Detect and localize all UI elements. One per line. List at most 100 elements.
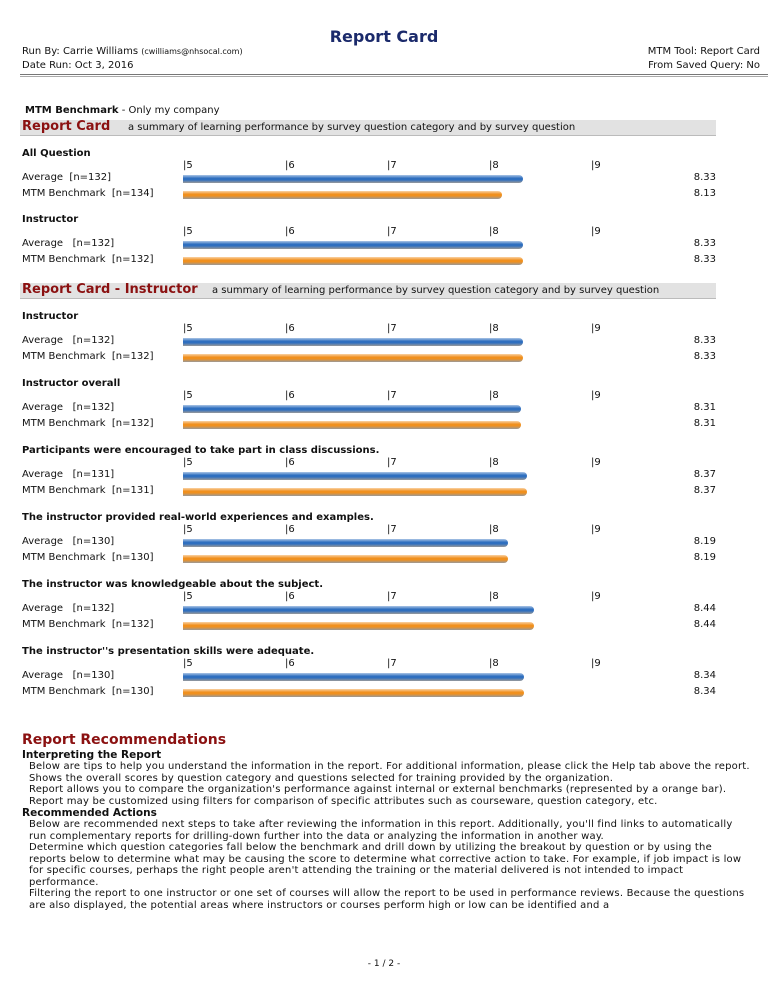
- bar: [183, 405, 521, 413]
- tick-label: |5: [183, 524, 193, 535]
- tick-label: |8: [489, 524, 499, 535]
- tick-label: |5: [183, 591, 193, 602]
- tick-label: |9: [591, 323, 601, 334]
- group-title: All Question: [22, 148, 91, 159]
- tick-label: |7: [387, 323, 397, 334]
- tick-label: |6: [285, 524, 295, 535]
- group-title: Instructor: [22, 311, 79, 322]
- group-title: The instructor was knowledgeable about t…: [22, 579, 323, 590]
- title: Report Card: [329, 27, 439, 46]
- row-value: 8.19: [693, 552, 716, 563]
- tick-label: |6: [285, 658, 295, 669]
- bar: [183, 421, 521, 429]
- row-label: MTM Benchmark [n=132]: [22, 619, 154, 630]
- row-value: 8.13: [693, 188, 716, 199]
- bar: [183, 257, 523, 265]
- tick-label: |8: [489, 658, 499, 669]
- tick-label: |7: [387, 390, 397, 401]
- row-value: 8.33: [693, 351, 716, 362]
- rec-heading: Recommended Actions: [22, 807, 157, 819]
- row-label: Average [n=130]: [22, 670, 115, 681]
- bar: [183, 175, 523, 183]
- bar: [183, 606, 534, 614]
- tick-label: |8: [489, 323, 499, 334]
- tick-label: |7: [387, 591, 397, 602]
- tick-label: |7: [387, 160, 397, 171]
- row-label: Average [n=132]: [22, 603, 115, 614]
- tick-label: |6: [285, 457, 295, 468]
- row-label: MTM Benchmark [n=132]: [22, 418, 154, 429]
- benchmark-label: MTM Benchmark: [25, 105, 119, 116]
- tick-label: |6: [285, 323, 295, 334]
- tick-label: |7: [387, 457, 397, 468]
- row-value: 8.34: [693, 670, 716, 681]
- tool: MTM Tool: Report Card: [647, 46, 760, 57]
- section-subtitle: a summary of learning performance by sur…: [212, 285, 660, 296]
- row-label: Average [n=132]: [22, 238, 115, 249]
- bar: [183, 191, 503, 199]
- benchmark: MTM Benchmark - Only my company: [25, 105, 220, 117]
- bar: [183, 472, 527, 480]
- bar: [183, 241, 523, 249]
- section-title: Report Card - Instructor: [22, 282, 198, 297]
- row-label: MTM Benchmark [n=132]: [22, 254, 154, 265]
- bar: [183, 539, 509, 547]
- date-run: Date Run: Oct 3, 2016: [22, 60, 134, 71]
- run-by: Run By: Carrie Williams (cwilliams@nhsoc…: [22, 46, 243, 58]
- row-value: 8.31: [693, 418, 716, 429]
- tick-label: |5: [183, 457, 193, 468]
- tick-label: |9: [591, 658, 601, 669]
- tick-label: |9: [591, 591, 601, 602]
- bar: [183, 354, 523, 362]
- bar: [183, 622, 534, 630]
- tick-label: |9: [591, 160, 601, 171]
- row-value: 8.31: [693, 402, 716, 413]
- tick-label: |8: [489, 160, 499, 171]
- group-title: Participants were encouraged to take par…: [22, 445, 380, 456]
- row-value: 8.44: [693, 619, 716, 630]
- tick-label: |5: [183, 658, 193, 669]
- row-label: Average [n=132]: [22, 402, 115, 413]
- rec-title: Report Recommendations: [22, 732, 227, 748]
- rec-paragraph: Report allows you to compare the organiz…: [29, 784, 727, 795]
- row-label: Average [n=132]: [22, 172, 112, 183]
- row-label: Average [n=130]: [22, 536, 115, 547]
- recommendations: Report Recommendations Interpreting the …: [22, 732, 752, 911]
- tick-label: |9: [591, 524, 601, 535]
- email: (cwilliams@nhsocal.com): [141, 47, 243, 56]
- benchmark-note: - Only my company: [121, 105, 220, 116]
- section-band: Report Card - Instructor a summary of lea…: [20, 282, 716, 299]
- tick-label: |5: [183, 323, 193, 334]
- run-by-text: Run By: Carrie Williams: [22, 46, 139, 57]
- rec-paragraph: Below are recommended next steps to take…: [29, 819, 733, 842]
- row-label: MTM Benchmark [n=131]: [22, 485, 154, 496]
- group-title: Instructor overall: [22, 378, 121, 389]
- row-value: 8.34: [693, 686, 716, 697]
- row-value: 8.33: [693, 172, 716, 183]
- row-label: MTM Benchmark [n=134]: [22, 188, 154, 199]
- tick-label: |6: [285, 160, 295, 171]
- tick-label: |7: [387, 524, 397, 535]
- group-title: The instructor''s presentation skills we…: [22, 646, 315, 657]
- tick-label: |5: [183, 226, 193, 237]
- row-label: MTM Benchmark [n=130]: [22, 552, 154, 563]
- rec-paragraph: Report may be customized using filters f…: [29, 795, 658, 807]
- tick-label: |9: [591, 390, 601, 401]
- row-label: Average [n=132]: [22, 335, 115, 346]
- tick-label: |7: [387, 658, 397, 669]
- row-label: MTM Benchmark [n=130]: [22, 686, 154, 697]
- row-value: 8.33: [693, 254, 716, 265]
- row-label: Average [n=131]: [22, 469, 115, 480]
- rec-paragraph: Shows the overall scores by question cat…: [29, 772, 614, 784]
- tick-label: |6: [285, 591, 295, 602]
- tick-label: |8: [489, 226, 499, 237]
- bar: [183, 338, 523, 346]
- section-band: Report Card a summary of learning perform…: [20, 119, 716, 136]
- row-value: 8.37: [693, 469, 716, 480]
- group-title: Instructor: [22, 214, 79, 225]
- tick-label: |6: [285, 390, 295, 401]
- tick-label: |9: [591, 457, 601, 468]
- bar: [183, 555, 509, 563]
